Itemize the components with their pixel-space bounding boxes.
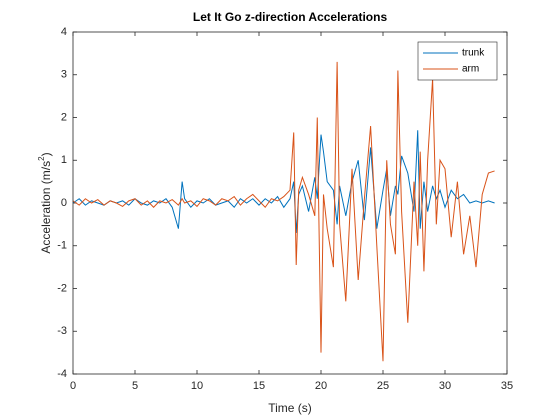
y-tick-label: 3	[61, 69, 67, 81]
x-axis-label: Time (s)	[268, 401, 312, 415]
y-tick-label: -4	[57, 368, 67, 380]
x-tick-label: 15	[253, 380, 265, 392]
x-tick-label: 30	[439, 380, 451, 392]
x-tick-label: 5	[132, 380, 138, 392]
y-tick-label: -2	[57, 282, 67, 294]
y-label-end: )	[39, 152, 53, 156]
x-tick-label: 0	[70, 380, 76, 392]
y-tick-label: -1	[57, 240, 67, 252]
chart-title: Let It Go z-direction Accelerations	[193, 10, 388, 24]
legend-box	[417, 41, 498, 81]
legend-label: arm	[462, 64, 479, 75]
series-line	[72, 61, 495, 362]
y-tick-label: -3	[57, 325, 67, 337]
axes-box	[72, 31, 508, 375]
y-label-sup: 2	[37, 156, 46, 161]
series-line	[72, 130, 495, 233]
x-tick-label: 35	[501, 380, 513, 392]
y-tick-label: 0	[61, 197, 67, 209]
x-tick-label: 20	[315, 380, 327, 392]
legend-label: trunk	[462, 48, 485, 59]
x-tick-label: 25	[377, 380, 389, 392]
y-tick-label: 2	[61, 111, 67, 123]
y-tick-label: 1	[61, 154, 67, 166]
y-tick-label: 4	[61, 26, 67, 38]
y-axis-label: Acceleration (m/s2)	[37, 152, 53, 253]
y-label-main: Acceleration (m/s	[39, 161, 53, 254]
x-tick-label: 10	[191, 380, 203, 392]
